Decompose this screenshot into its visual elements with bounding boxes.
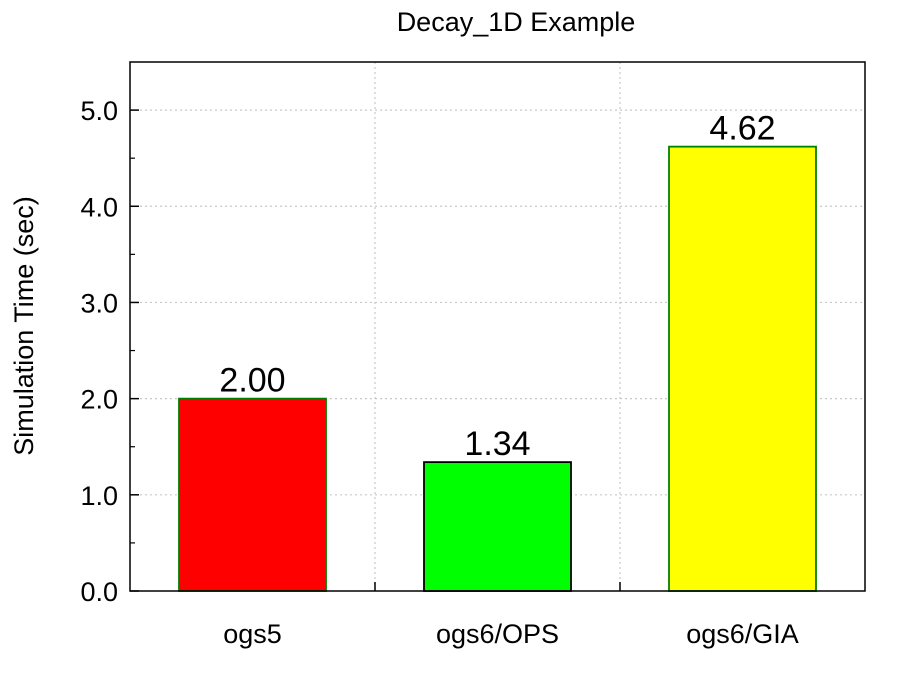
y-axis-ticks: 0.0 1.0 2.0 3.0 4.0 5.0 bbox=[80, 96, 139, 607]
y-tick-label: 5.0 bbox=[80, 96, 118, 126]
gridlines bbox=[130, 62, 865, 591]
y-tick-label: 0.0 bbox=[80, 577, 118, 607]
y-tick-label: 3.0 bbox=[80, 288, 118, 318]
data-labels: 2.00 1.34 4.62 bbox=[219, 110, 775, 463]
plot-frame bbox=[129, 61, 866, 592]
chart-title: Decay_1D Example bbox=[397, 7, 636, 37]
data-label: 2.00 bbox=[219, 362, 285, 400]
bar-2 bbox=[423, 461, 572, 592]
x-tick-label: ogs5 bbox=[223, 619, 282, 649]
bar-1 bbox=[178, 397, 327, 592]
x-tick-label: ogs6/OPS bbox=[436, 619, 559, 649]
data-label: 4.62 bbox=[709, 110, 775, 148]
x-axis-ticks: ogs5 ogs6/OPS ogs6/GIA bbox=[223, 582, 799, 649]
bars bbox=[178, 145, 817, 592]
bar-3 bbox=[668, 145, 817, 592]
x-tick-label: ogs6/GIA bbox=[686, 619, 799, 649]
y-tick-label: 1.0 bbox=[80, 481, 118, 511]
y-tick-label: 4.0 bbox=[80, 192, 118, 222]
data-label: 1.34 bbox=[464, 425, 530, 463]
y-tick-label: 2.0 bbox=[80, 385, 118, 415]
y-axis-label: Simulation Time (sec) bbox=[9, 196, 39, 456]
